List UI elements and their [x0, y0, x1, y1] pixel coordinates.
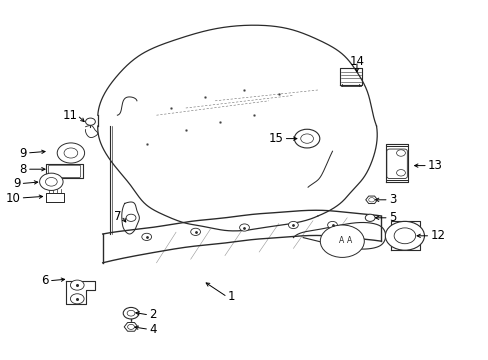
Text: 15: 15 — [268, 132, 283, 145]
Circle shape — [396, 170, 405, 176]
Text: 6: 6 — [41, 274, 49, 287]
Circle shape — [142, 233, 151, 240]
Text: 11: 11 — [62, 109, 77, 122]
Text: 3: 3 — [388, 193, 395, 206]
Circle shape — [70, 280, 84, 290]
Circle shape — [85, 118, 95, 125]
Circle shape — [190, 228, 200, 235]
Text: 1: 1 — [227, 291, 234, 303]
Text: A: A — [338, 236, 343, 245]
Circle shape — [57, 143, 84, 163]
Circle shape — [327, 221, 337, 229]
Text: 14: 14 — [349, 55, 364, 68]
Text: 9: 9 — [13, 177, 20, 190]
Circle shape — [320, 225, 364, 257]
Circle shape — [385, 221, 424, 250]
Circle shape — [294, 129, 319, 148]
Circle shape — [288, 221, 298, 229]
Circle shape — [396, 150, 405, 156]
Circle shape — [365, 214, 374, 221]
Text: 9: 9 — [20, 147, 27, 159]
Circle shape — [40, 173, 63, 190]
Text: 12: 12 — [429, 229, 445, 242]
Text: 8: 8 — [20, 163, 27, 176]
Text: 13: 13 — [427, 159, 442, 172]
Polygon shape — [365, 196, 377, 203]
Circle shape — [126, 214, 136, 221]
Circle shape — [123, 307, 139, 319]
Polygon shape — [124, 323, 138, 331]
Text: 7: 7 — [114, 210, 121, 222]
Text: 4: 4 — [149, 323, 156, 336]
Circle shape — [239, 224, 249, 231]
Text: 5: 5 — [388, 211, 395, 224]
Text: 10: 10 — [6, 192, 20, 204]
Text: A: A — [346, 236, 351, 245]
Text: 2: 2 — [149, 309, 156, 321]
Circle shape — [70, 294, 84, 304]
